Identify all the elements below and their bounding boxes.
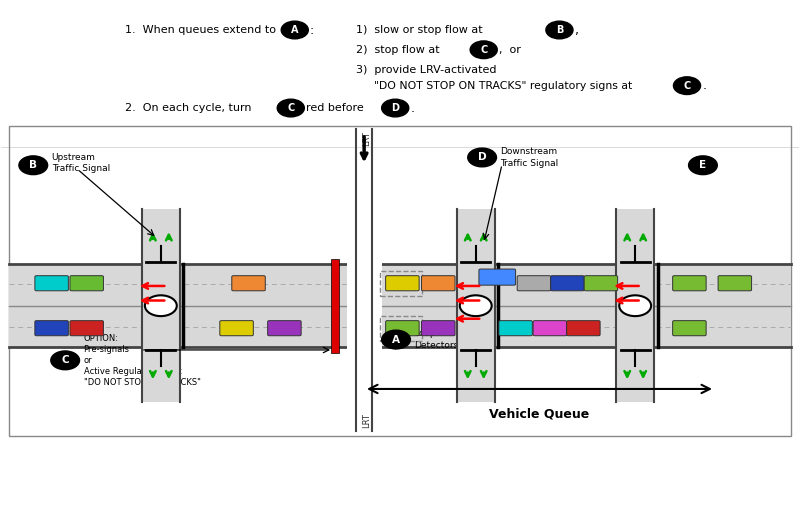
Text: 1.  When queues extend to: 1. When queues extend to	[125, 25, 276, 35]
Circle shape	[470, 41, 498, 59]
Circle shape	[689, 156, 718, 175]
Circle shape	[19, 156, 48, 175]
Text: D: D	[391, 103, 399, 113]
Text: 1)  slow or stop flow at: 1) slow or stop flow at	[356, 25, 482, 35]
Bar	[616, 210, 654, 402]
Circle shape	[674, 77, 701, 95]
Bar	[346, 262, 382, 350]
Text: 3)  provide LRV-activated: 3) provide LRV-activated	[356, 64, 497, 75]
FancyBboxPatch shape	[70, 276, 103, 291]
Text: red before: red before	[306, 103, 364, 113]
Text: LRT: LRT	[362, 131, 371, 146]
Bar	[10, 126, 790, 436]
Circle shape	[460, 295, 492, 316]
Bar	[380, 271, 422, 295]
FancyBboxPatch shape	[566, 321, 600, 336]
Text: A: A	[392, 335, 400, 345]
Text: Downstream
Traffic Signal: Downstream Traffic Signal	[500, 147, 558, 167]
Text: C: C	[62, 355, 69, 366]
FancyBboxPatch shape	[533, 321, 566, 336]
Text: ,: ,	[574, 24, 578, 37]
Circle shape	[278, 99, 304, 117]
Circle shape	[145, 295, 177, 316]
Text: "DO NOT STOP ON TRACKS" regulatory signs at: "DO NOT STOP ON TRACKS" regulatory signs…	[374, 81, 632, 90]
FancyBboxPatch shape	[422, 321, 455, 336]
Circle shape	[468, 148, 497, 167]
Text: Loop
Detectors: Loop Detectors	[414, 329, 458, 349]
FancyBboxPatch shape	[386, 321, 419, 336]
FancyBboxPatch shape	[386, 276, 419, 291]
FancyBboxPatch shape	[35, 276, 68, 291]
Bar	[330, 259, 338, 353]
Text: :: :	[310, 24, 314, 37]
FancyBboxPatch shape	[35, 321, 68, 336]
FancyBboxPatch shape	[517, 276, 550, 291]
Text: LRT: LRT	[362, 413, 371, 428]
Text: E: E	[699, 160, 706, 170]
Circle shape	[282, 21, 308, 39]
Circle shape	[382, 99, 409, 117]
FancyBboxPatch shape	[479, 269, 515, 285]
FancyBboxPatch shape	[718, 276, 751, 291]
FancyBboxPatch shape	[673, 276, 706, 291]
Text: B: B	[556, 25, 563, 35]
Bar	[380, 316, 422, 340]
Bar	[457, 210, 495, 402]
FancyBboxPatch shape	[673, 321, 706, 336]
Bar	[142, 210, 180, 402]
Bar	[10, 264, 790, 347]
FancyBboxPatch shape	[268, 321, 301, 336]
Text: C: C	[287, 103, 294, 113]
Text: 2.  On each cycle, turn: 2. On each cycle, turn	[125, 103, 251, 113]
Text: C: C	[683, 81, 690, 90]
FancyBboxPatch shape	[70, 321, 103, 336]
Circle shape	[382, 330, 410, 349]
FancyBboxPatch shape	[232, 276, 266, 291]
Text: OPTION:
Pre-signals
or
Active Regulatory Sign:
"DO NOT STOP ON TRACKS": OPTION: Pre-signals or Active Regulatory…	[83, 334, 200, 387]
FancyBboxPatch shape	[550, 276, 584, 291]
Text: D: D	[478, 153, 486, 163]
Text: Upstream
Traffic Signal: Upstream Traffic Signal	[52, 153, 110, 173]
FancyBboxPatch shape	[220, 321, 254, 336]
Text: 2)  stop flow at: 2) stop flow at	[356, 45, 440, 55]
Text: B: B	[30, 160, 38, 170]
Circle shape	[619, 295, 651, 316]
Text: .: .	[410, 101, 414, 115]
FancyBboxPatch shape	[584, 276, 618, 291]
FancyBboxPatch shape	[499, 321, 532, 336]
Circle shape	[51, 351, 79, 370]
Text: Vehicle Queue: Vehicle Queue	[490, 407, 590, 420]
FancyBboxPatch shape	[422, 276, 455, 291]
Text: .: .	[702, 79, 706, 92]
Text: C: C	[480, 45, 487, 55]
Text: ,  or: , or	[499, 45, 521, 55]
Circle shape	[546, 21, 573, 39]
Text: A: A	[291, 25, 298, 35]
